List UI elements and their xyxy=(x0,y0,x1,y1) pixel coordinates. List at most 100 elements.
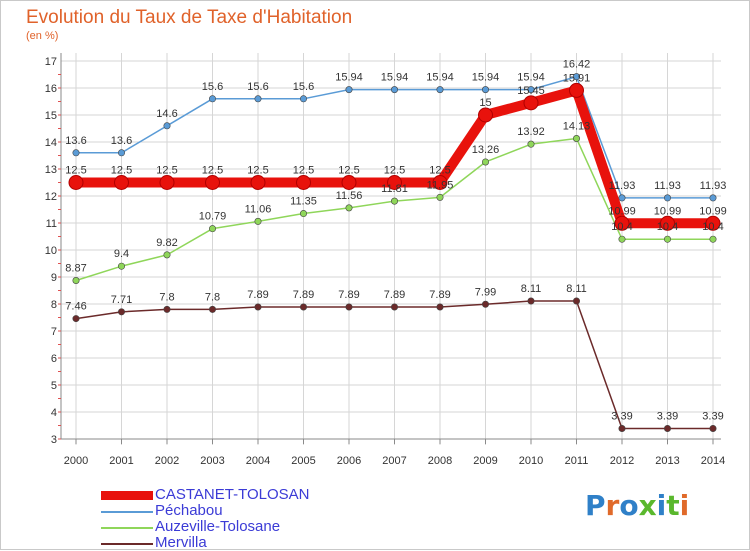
data-label: 12.5 xyxy=(429,165,450,177)
data-point xyxy=(250,175,266,190)
data-point xyxy=(72,277,80,285)
data-point xyxy=(163,122,171,130)
data-point xyxy=(572,73,580,81)
data-point xyxy=(663,424,671,432)
data-point xyxy=(390,303,398,311)
data-point xyxy=(436,193,444,201)
data-point xyxy=(345,303,353,311)
x-tick-label: 2013 xyxy=(655,455,679,467)
data-point xyxy=(163,305,171,313)
x-tick-label: 2002 xyxy=(155,455,179,467)
data-point xyxy=(523,95,539,111)
series-mervilla xyxy=(72,297,717,432)
y-tick-label: 7 xyxy=(51,326,57,338)
data-point xyxy=(481,300,489,308)
logo-letter: i xyxy=(656,489,667,522)
data-label: 15 xyxy=(479,97,491,109)
data-point xyxy=(660,215,675,231)
data-label: 14.13 xyxy=(563,120,591,132)
y-tick-label: 11 xyxy=(46,218,57,230)
grid-lines xyxy=(61,53,721,445)
data-label: 7.89 xyxy=(384,289,405,301)
chart-subtitle: (en %) xyxy=(26,30,59,42)
data-point xyxy=(72,149,80,157)
data-label: 10.4 xyxy=(611,221,632,233)
data-label: 10.99 xyxy=(699,205,727,217)
y-tick-label: 13 xyxy=(45,164,57,176)
data-point xyxy=(527,297,535,305)
data-point xyxy=(569,82,584,98)
data-point xyxy=(614,215,630,231)
logo-letter: i xyxy=(679,489,690,522)
data-point xyxy=(663,235,671,243)
data-label: 10.99 xyxy=(654,205,682,217)
logo-letter: t xyxy=(666,489,680,522)
x-tick-label: 2011 xyxy=(565,455,589,467)
y-tick-label: 15 xyxy=(45,110,57,122)
chart-title: Evolution du Taux de Taxe d'Habitation xyxy=(26,7,353,28)
data-label: 11.81 xyxy=(381,183,408,195)
y-tick-label: 16 xyxy=(45,83,57,95)
series-auzeville-tolosane xyxy=(72,134,717,285)
y-tick-label: 10 xyxy=(45,245,57,257)
x-tick-label: 2007 xyxy=(382,455,406,467)
data-point xyxy=(436,303,444,311)
data-label: 14.6 xyxy=(156,108,177,120)
y-tick-label: 6 xyxy=(51,353,57,365)
y-tick-label: 8 xyxy=(51,299,57,311)
data-label: 10.4 xyxy=(657,221,678,233)
data-point xyxy=(478,107,493,123)
data-label: 8.11 xyxy=(521,283,542,295)
data-point xyxy=(390,86,398,94)
data-label: 3.39 xyxy=(702,410,723,422)
logo-letter: o xyxy=(619,489,639,522)
data-point xyxy=(118,149,126,157)
data-label: 15.94 xyxy=(426,72,454,84)
data-label: 7.8 xyxy=(159,291,174,303)
data-point xyxy=(527,140,535,148)
y-tick-label: 4 xyxy=(51,407,57,419)
data-label-layer: 13.6 13.614.615.6 15.6 15.615.94 15.94 15.94 1… xyxy=(65,59,726,423)
data-label: 16.42 xyxy=(563,59,591,71)
data-point xyxy=(709,424,717,432)
data-label: 7.89 xyxy=(293,289,314,301)
logo-letter: P xyxy=(585,489,606,522)
y-tick-label: 9 xyxy=(51,272,57,284)
data-point xyxy=(254,95,262,103)
x-tick-label: 2005 xyxy=(291,455,315,467)
data-label: 12.5 xyxy=(338,165,359,177)
x-tick-label: 2012 xyxy=(610,455,634,467)
data-label: 10.79 xyxy=(199,211,227,223)
data-point xyxy=(709,235,717,243)
data-point xyxy=(254,303,262,311)
data-point xyxy=(209,305,217,313)
data-label: 11.35 xyxy=(290,196,317,208)
data-point xyxy=(296,175,311,190)
data-label: 7.89 xyxy=(338,289,359,301)
data-point xyxy=(345,204,353,212)
x-tick-label: 2004 xyxy=(246,455,270,467)
data-point xyxy=(72,315,80,323)
legend-label: Péchabou xyxy=(155,502,223,519)
x-tick-label: 2008 xyxy=(428,455,452,467)
data-point xyxy=(572,134,580,142)
data-label: 9.4 xyxy=(114,248,129,260)
x-tick-label: 2003 xyxy=(200,455,224,467)
data-point xyxy=(118,262,126,270)
data-label: 15.6 xyxy=(202,81,223,93)
data-label: 15.6 xyxy=(247,81,268,93)
x-tick-label: 2000 xyxy=(64,455,88,467)
data-label: 7.89 xyxy=(429,289,450,301)
y-tick-label: 5 xyxy=(51,380,57,392)
data-point xyxy=(341,175,357,190)
data-point xyxy=(299,210,307,218)
series-p-chabou xyxy=(72,73,717,202)
data-point xyxy=(299,303,307,311)
data-point xyxy=(481,86,489,94)
data-label: 3.39 xyxy=(657,410,678,422)
data-label: 11.93 xyxy=(654,180,681,192)
data-point xyxy=(618,194,626,202)
data-label: 9.82 xyxy=(156,237,177,249)
data-label: 7.71 xyxy=(111,294,132,306)
